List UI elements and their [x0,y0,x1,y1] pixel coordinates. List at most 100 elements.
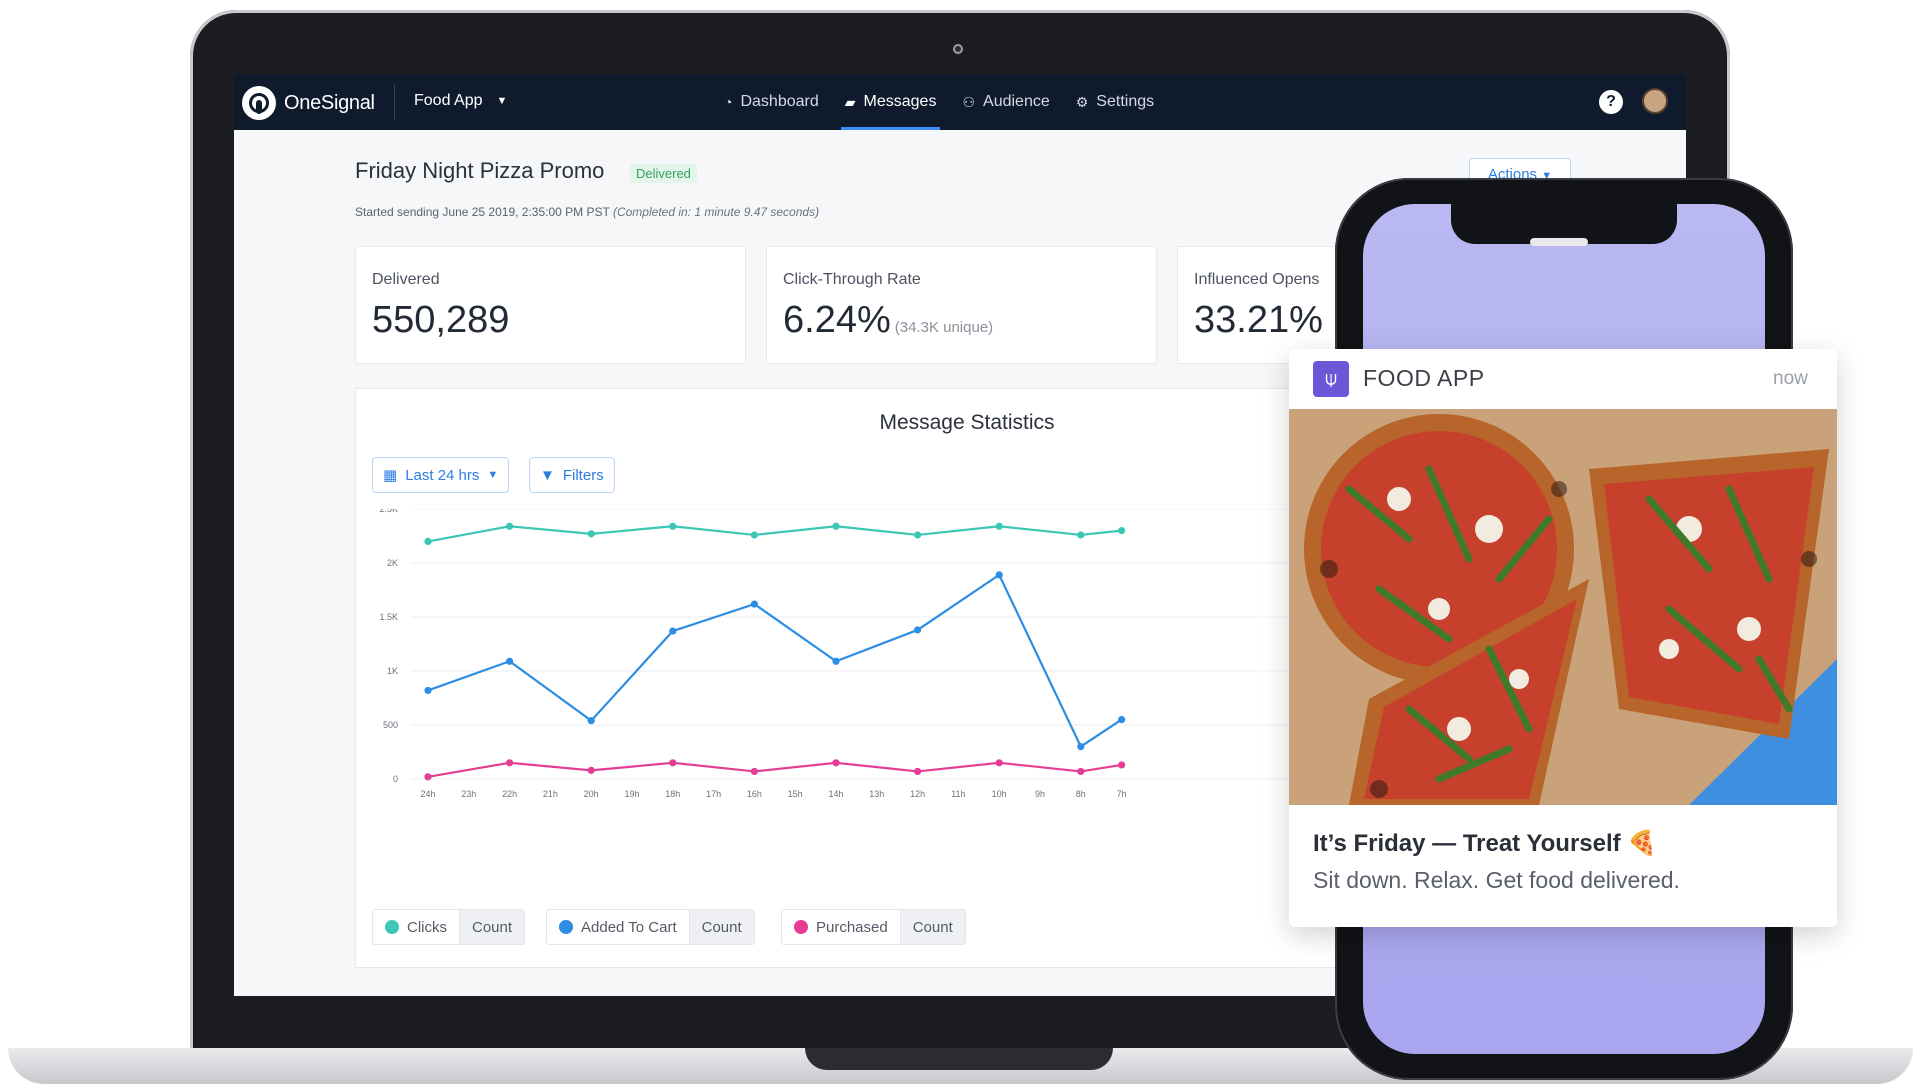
card-value: 550,289 [372,299,509,342]
legend-label: Added To Cart [581,918,677,936]
main-nav: ◔ Dashboard ▰ Messages ⚇ Audience ⚙ Sett… [724,74,1154,130]
x-tick-label: 11h [951,789,965,799]
completed-text: (Completed in: 1 minute 9.47 seconds) [612,205,820,219]
brand-name: OneSignal [284,91,375,114]
data-point [587,530,595,538]
data-point [995,522,1003,530]
card-label: Click-Through Rate [783,271,921,288]
x-tick-label: 20h [584,789,599,799]
card-value-number: 6.24% [783,299,891,341]
pizza-image [1289,409,1837,805]
x-tick-label: 22h [502,789,517,799]
nav-settings[interactable]: ⚙ Settings [1076,74,1154,130]
card-value-number: 33.21% [1194,299,1323,341]
card-value-number: 550,289 [372,299,510,341]
legend-dot-icon [559,920,573,934]
nav-dashboard-label: Dashboard [740,93,819,110]
x-tick-label: 9h [1035,789,1045,799]
data-point [750,531,758,539]
avatar[interactable] [1642,88,1668,114]
caret-down-icon: ▼ [1541,170,1553,182]
nav-divider [394,84,395,120]
x-tick-label: 13h [869,789,884,799]
data-point [587,717,595,725]
range-dropdown[interactable]: ▦ Last 24 hrs ▼ [372,457,510,493]
legend-clicks[interactable]: Clicks Count [372,909,526,945]
data-point [1118,527,1126,535]
data-point [1077,767,1085,776]
push-notification[interactable]: ⍦ FOOD APP now [1289,349,1837,927]
card-value: 33.21% [1194,299,1323,342]
filters-button[interactable]: ▼ Filters [529,457,615,493]
x-tick-label: 19h [624,789,639,799]
data-point [1077,743,1085,751]
series-line [427,761,1122,778]
y-tick-label: 2K [387,558,398,568]
x-tick-label: 16h [747,789,762,799]
data-point [1118,761,1126,769]
app-selector[interactable]: Food App ▼ [414,92,507,110]
started-text: Started sending June 25 2019, 2:35:00 PM… [355,205,610,219]
laptop-notch [805,1048,1113,1070]
card-label: Delivered [372,271,440,288]
legend-item: Clicks [373,910,459,944]
card-unique: (34.3K unique) [894,319,994,336]
data-point [1118,716,1126,724]
data-point [750,600,758,608]
data-point [750,767,758,776]
legend-dot-icon [794,920,808,934]
data-point [832,657,840,665]
data-point [506,657,514,665]
phone-speaker [1530,238,1588,246]
stats-title: Message Statistics [879,411,1055,434]
legend-count[interactable]: Count [688,910,754,944]
legend-purchased[interactable]: Purchased Count [781,909,966,945]
page-title: Friday Night Pizza Promo [355,158,605,183]
nav-audience[interactable]: ⚇ Audience [962,74,1049,130]
notification-time: now [1773,368,1808,389]
data-point [506,759,514,767]
nav-dashboard[interactable]: ◔ Dashboard [724,74,819,130]
help-icon[interactable]: ? [1599,90,1623,114]
x-tick-label: 7h [1117,789,1127,799]
y-tick-label: 1.5K [379,612,398,622]
calendar-icon: ▦ [383,467,398,484]
phone-notch [1451,204,1677,244]
send-info: Started sending June 25 2019, 2:35:00 PM… [355,205,819,219]
card-click-through-rate: Click-Through Rate 6.24% (34.3K unique) [766,246,1157,364]
legend-count[interactable]: Count [459,910,525,944]
fork-knife-icon: ⍦ [1313,361,1349,397]
x-tick-label: 14h [828,789,843,799]
data-point [424,773,432,781]
x-tick-label: 23h [461,789,476,799]
status-badge: Delivered [630,164,697,183]
top-nav: OneSignal Food App ▼ ◔ Dashboard ▰ Messa… [234,74,1686,130]
data-point [424,686,432,695]
data-point [669,759,677,767]
message-icon: ▰ [844,93,856,110]
brand[interactable]: OneSignal [242,86,375,120]
legend-added-to-cart[interactable]: Added To Cart Count [546,909,755,945]
dashboard-icon: ◔ [724,94,733,110]
data-point [914,626,922,634]
legend-item: Purchased [782,910,900,944]
nav-messages-label: Messages [863,93,937,110]
caret-down-icon: ▼ [496,95,508,107]
data-point [914,531,922,539]
caret-down-icon: ▼ [487,469,499,481]
x-tick-label: 18h [665,789,680,799]
notification-app-name: FOOD APP [1363,365,1485,391]
nav-settings-label: Settings [1096,93,1155,110]
onesignal-logo-icon [242,86,276,120]
data-point [669,522,677,530]
legend-count[interactable]: Count [899,910,965,944]
y-tick-label: 500 [383,720,398,730]
notification-body: Sit down. Relax. Get food delivered. [1313,867,1680,893]
filters-label: Filters [562,466,604,484]
nav-messages[interactable]: ▰ Messages [840,74,941,130]
legend-label: Purchased [816,918,888,936]
x-tick-label: 8h [1076,789,1086,799]
y-tick-label: 1K [387,666,398,676]
x-tick-label: 12h [910,789,925,799]
pizza-illustration [1289,409,1837,805]
